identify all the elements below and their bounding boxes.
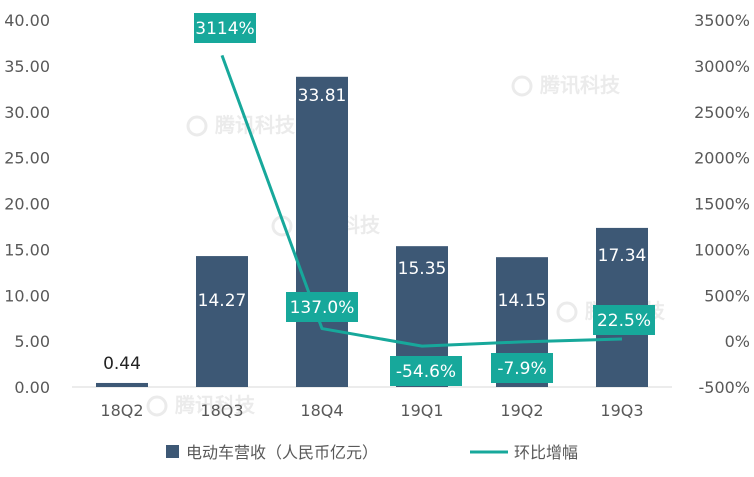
y-left-tick-label: 5.00	[14, 332, 50, 351]
growth-label-box	[491, 353, 553, 383]
watermark-icon	[186, 115, 208, 137]
y-right-tick-label: 2500%	[694, 103, 750, 122]
watermark-icon	[556, 301, 578, 323]
legend-label-line: 环比增幅	[514, 443, 578, 462]
x-tick-label: 19Q2	[500, 401, 543, 420]
y-right-tick-label: 1500%	[694, 195, 750, 214]
y-right-tick-label: 3500%	[694, 11, 750, 30]
legend-swatch-bar	[166, 445, 179, 458]
y-left-tick-label: 25.00	[4, 149, 50, 168]
watermark-text: 腾讯科技	[540, 73, 621, 97]
growth-value-label: 137.0%	[290, 298, 355, 318]
watermark-logo: 腾讯科技	[511, 73, 621, 97]
bar	[196, 256, 248, 387]
bar-value-label: 14.15	[498, 291, 547, 311]
x-tick-label: 18Q2	[100, 401, 143, 420]
growth-label-box	[390, 356, 462, 386]
y-left-tick-label: 0.00	[14, 378, 50, 397]
watermark-logo: 腾讯科技	[186, 113, 296, 137]
x-tick-label: 19Q1	[400, 401, 443, 420]
legend-label-bar: 电动车营收（人民币亿元）	[186, 443, 378, 462]
y-right-tick-label: 2000%	[694, 149, 750, 168]
x-tick-label: 19Q3	[600, 401, 643, 420]
growth-value-label: 3114%	[195, 19, 254, 39]
growth-value-label: -54.6%	[396, 362, 456, 382]
x-tick-label: 18Q3	[200, 401, 243, 420]
watermark-icon	[146, 395, 168, 417]
y-left-tick-label: 15.00	[4, 240, 50, 259]
growth-label-box	[194, 13, 256, 43]
bar-value-label: 0.44	[103, 354, 141, 374]
watermark-text: 腾讯科技	[175, 393, 256, 417]
watermark-icon	[511, 75, 533, 97]
y-right-tick-label: 1000%	[694, 240, 750, 259]
growth-value-label: 22.5%	[597, 311, 651, 331]
growth-line	[220, 54, 623, 348]
y-left-tick-label: 20.00	[4, 195, 50, 214]
bar	[296, 76, 348, 388]
bar-value-label: 14.27	[198, 291, 247, 311]
bar	[96, 382, 148, 387]
watermark-text: 腾讯科技	[215, 113, 296, 137]
growth-label-box	[593, 305, 655, 335]
y-right-tick-label: 0%	[725, 332, 750, 351]
y-left-tick-label: 30.00	[4, 103, 50, 122]
bar-value-label: 15.35	[398, 259, 447, 279]
y-right-tick-label: 3000%	[694, 57, 750, 76]
y-right-tick-label: -500%	[698, 378, 750, 397]
growth-label-box	[286, 292, 358, 322]
y-left-tick-label: 35.00	[4, 57, 50, 76]
watermark-logo: 腾讯科技	[146, 393, 256, 417]
bar-value-label: 33.81	[298, 86, 347, 106]
y-right-tick-label: 500%	[704, 286, 750, 305]
y-left-tick-label: 40.00	[4, 11, 50, 30]
y-left-tick-label: 10.00	[4, 286, 50, 305]
x-tick-label: 18Q4	[300, 401, 343, 420]
growth-value-label: -7.9%	[497, 359, 546, 379]
bar-value-label: 17.34	[598, 246, 647, 266]
